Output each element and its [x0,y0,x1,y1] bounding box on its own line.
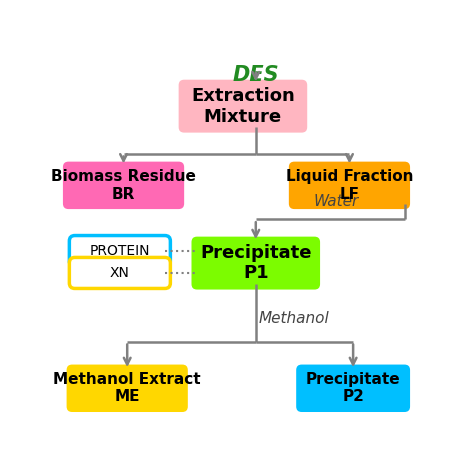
Text: Methanol Extract
ME: Methanol Extract ME [54,372,201,404]
FancyBboxPatch shape [66,365,188,412]
FancyBboxPatch shape [69,257,170,289]
Text: Liquid Fraction
LF: Liquid Fraction LF [286,169,413,201]
Text: PROTEIN: PROTEIN [90,244,150,258]
Text: Water: Water [314,194,359,210]
Text: DES: DES [232,65,279,85]
Text: Biomass Residue
BR: Biomass Residue BR [51,169,196,201]
FancyBboxPatch shape [69,236,170,266]
Text: Methanol: Methanol [259,311,330,326]
Text: Extraction
Mixture: Extraction Mixture [191,87,295,126]
Text: Precipitate
P1: Precipitate P1 [200,244,311,283]
FancyBboxPatch shape [179,80,307,133]
FancyBboxPatch shape [63,162,184,209]
FancyBboxPatch shape [296,365,410,412]
FancyBboxPatch shape [191,237,320,290]
Text: Precipitate
P2: Precipitate P2 [306,372,401,404]
FancyBboxPatch shape [289,162,410,209]
Text: XN: XN [110,266,130,280]
